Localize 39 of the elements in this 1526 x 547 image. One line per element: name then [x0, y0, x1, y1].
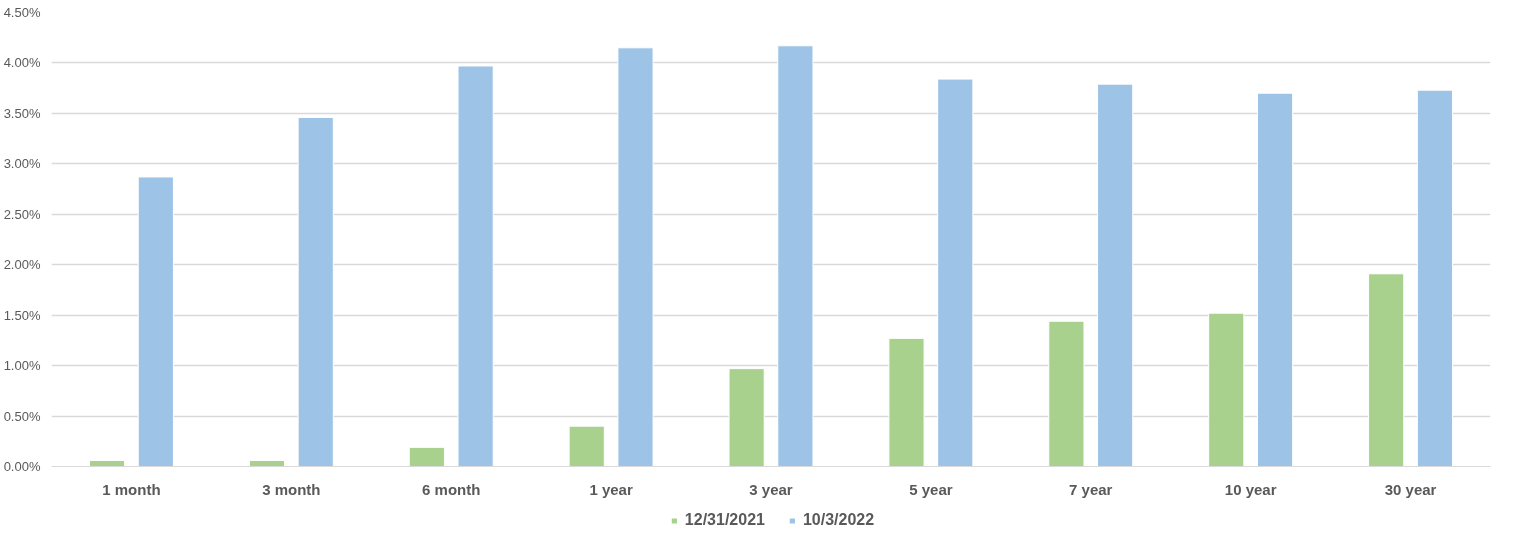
- bar: [568, 425, 605, 467]
- bar: [1048, 320, 1085, 467]
- legend-label: 12/31/2021: [684, 511, 765, 529]
- bar: [1416, 89, 1454, 467]
- bar: [1208, 312, 1245, 467]
- bar: [408, 446, 445, 467]
- legend-label: 10/3/2022: [802, 511, 875, 529]
- y-tick-label: 0.50%: [3, 408, 41, 424]
- bar: [1256, 92, 1294, 467]
- x-tick-label: 10 year: [1224, 480, 1277, 498]
- x-tick-label: 7 year: [1069, 480, 1113, 498]
- bar: [728, 368, 765, 467]
- bar: [1097, 83, 1134, 467]
- bar: [137, 176, 174, 467]
- bar: [777, 45, 814, 467]
- y-tick-label: 1.50%: [3, 307, 41, 323]
- x-tick-label: 5 year: [909, 480, 953, 498]
- bar: [617, 47, 654, 467]
- x-tick-label: 3 month: [262, 480, 321, 498]
- x-tick-label: 1 month: [102, 480, 161, 498]
- bar: [248, 459, 286, 467]
- y-tick-label: 0.00%: [3, 459, 41, 474]
- x-tick-label: 3 year: [749, 480, 793, 498]
- bar: [888, 337, 925, 467]
- bar: [297, 116, 334, 467]
- y-tick-label: 2.00%: [3, 257, 41, 273]
- bar: [88, 459, 126, 467]
- x-tick-label: 6 month: [422, 480, 481, 498]
- y-tick-label: 4.00%: [3, 55, 41, 71]
- y-tick-label: 3.50%: [3, 105, 41, 121]
- bar: [457, 65, 494, 467]
- bar: [1368, 273, 1405, 467]
- y-tick-label: 3.00%: [3, 156, 41, 172]
- x-tick-label: 1 year: [589, 480, 633, 498]
- y-tick-label: 4.50%: [3, 5, 41, 20]
- bar: [937, 78, 974, 467]
- y-tick-label: 1.00%: [3, 358, 41, 374]
- y-tick-label: 2.50%: [3, 206, 41, 222]
- x-tick-label: 30 year: [1384, 480, 1437, 498]
